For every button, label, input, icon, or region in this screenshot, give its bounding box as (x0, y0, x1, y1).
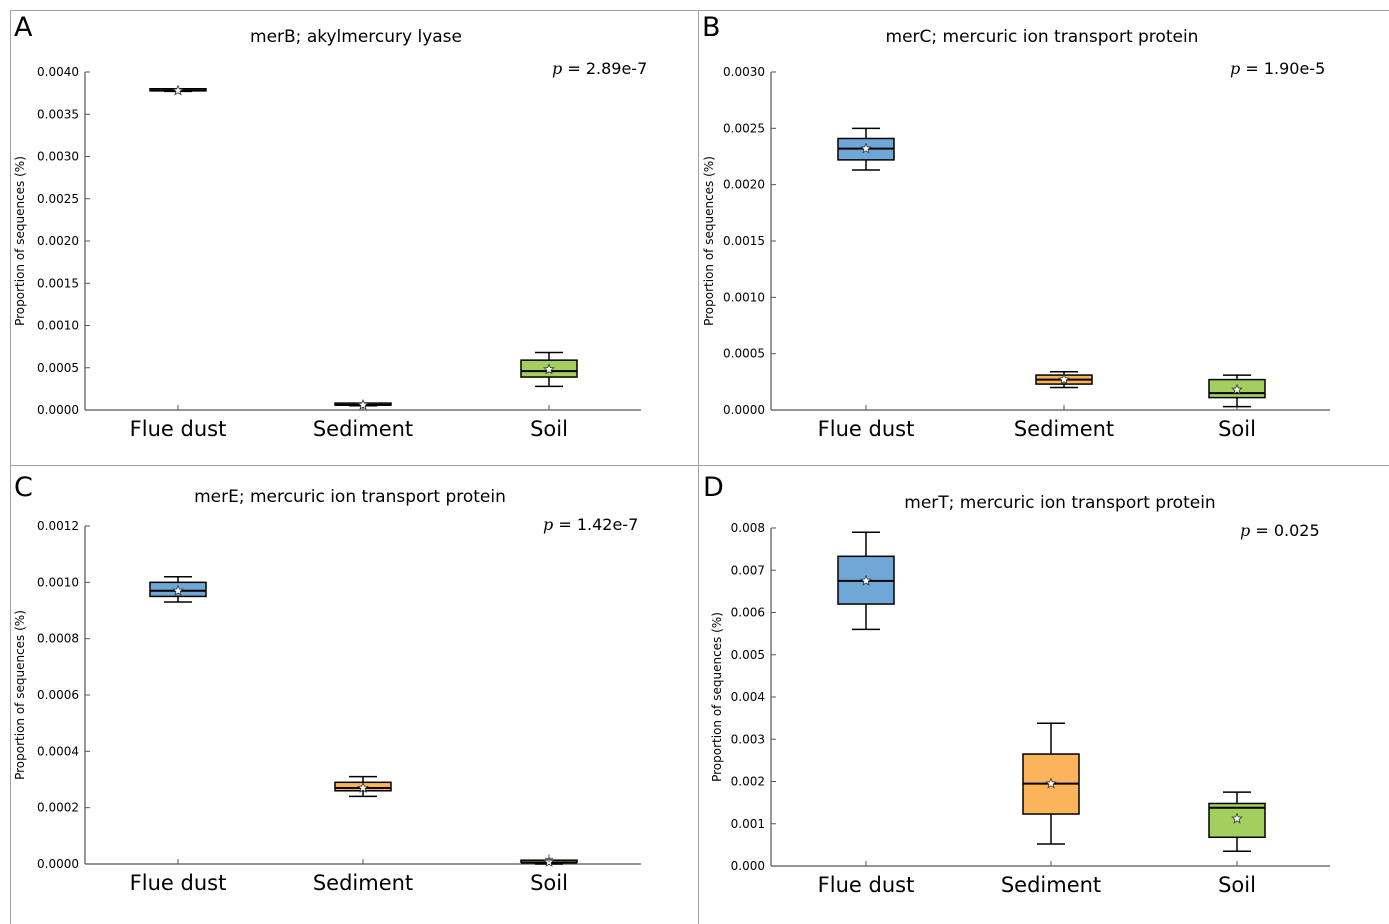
y-tick-label: 0.003 (731, 732, 765, 746)
x-category-label: Sediment (1001, 873, 1101, 897)
x-category-label: Sediment (1014, 417, 1114, 441)
y-tick-label: 0.0040 (37, 65, 79, 79)
chart-title: merE; mercuric ion transport protein (194, 487, 506, 507)
panel-letter: C (14, 472, 33, 503)
y-axis-label: Proportion of sequences (%) (13, 610, 27, 780)
y-tick-label: 0.0025 (37, 192, 79, 206)
y-tick-label: 0.0015 (723, 234, 765, 248)
x-category-label: Soil (1218, 873, 1256, 897)
mean-marker (1231, 383, 1243, 395)
y-tick-label: 0.005 (731, 648, 765, 662)
x-category-label: Flue dust (818, 873, 915, 897)
panel-letter: D (703, 472, 724, 503)
y-tick-label: 0.0030 (723, 65, 765, 79)
y-tick-label: 0.0000 (37, 857, 79, 871)
chart-title: merB; akylmercury lyase (250, 27, 462, 47)
p-value-annotation: p = 1.90e-5 (1230, 59, 1325, 78)
frame-divider-vertical (698, 10, 699, 924)
y-tick-label: 0.006 (731, 606, 765, 620)
p-value-annotation: p = 1.42e-7 (543, 515, 638, 534)
mean-marker (1045, 777, 1057, 789)
y-tick-label: 0.0004 (37, 744, 79, 758)
mean-marker (357, 398, 369, 410)
y-axis-label: Proportion of sequences (%) (710, 612, 724, 782)
y-tick-label: 0.0010 (723, 290, 765, 304)
mean-marker (543, 363, 555, 375)
panel-letter: A (14, 12, 33, 43)
y-tick-label: 0.0002 (37, 801, 79, 815)
y-tick-label: 0.008 (731, 521, 765, 535)
y-tick-label: 0.0010 (37, 575, 79, 589)
x-category-label: Flue dust (130, 871, 227, 895)
x-category-label: Soil (530, 871, 568, 895)
y-tick-label: 0.0005 (723, 347, 765, 361)
y-tick-label: 0.0000 (37, 403, 79, 417)
p-label: p (543, 515, 553, 534)
mean-marker (172, 84, 184, 96)
x-category-label: Soil (530, 417, 568, 441)
chart-title: merT; mercuric ion transport protein (904, 493, 1215, 513)
y-tick-label: 0.0015 (37, 276, 79, 290)
frame-border-left (10, 10, 11, 924)
p-value: = 1.42e-7 (553, 515, 638, 534)
y-tick-label: 0.007 (731, 563, 765, 577)
p-value-annotation: p = 0.025 (1240, 521, 1320, 540)
y-tick-label: 0.0006 (37, 688, 79, 702)
y-tick-label: 0.0000 (723, 403, 765, 417)
p-label: p (1230, 59, 1240, 78)
y-tick-label: 0.0020 (37, 234, 79, 248)
panel-letter: B (702, 12, 721, 43)
p-value: = 1.90e-5 (1240, 59, 1325, 78)
mean-marker (1058, 373, 1070, 385)
p-label: p (1240, 521, 1250, 540)
y-tick-label: 0.000 (731, 859, 765, 873)
p-value: = 0.025 (1250, 521, 1319, 540)
x-category-label: Soil (1218, 417, 1256, 441)
y-axis-label: Proportion of sequences (%) (13, 156, 27, 326)
y-tick-label: 0.0020 (723, 178, 765, 192)
y-tick-label: 0.0005 (37, 361, 79, 375)
y-axis-label: Proportion of sequences (%) (702, 156, 716, 326)
y-tick-label: 0.0008 (37, 632, 79, 646)
mean-marker (1231, 812, 1243, 824)
y-tick-label: 0.002 (731, 775, 765, 789)
y-tick-label: 0.001 (731, 817, 765, 831)
x-category-label: Flue dust (130, 417, 227, 441)
p-label: p (552, 59, 562, 78)
mean-marker (860, 142, 872, 154)
y-tick-label: 0.0030 (37, 150, 79, 164)
mean-marker (172, 584, 184, 596)
x-category-label: Sediment (313, 417, 413, 441)
frame-divider-horizontal (10, 465, 1389, 466)
y-tick-label: 0.004 (731, 690, 765, 704)
chart-title: merC; mercuric ion transport protein (886, 27, 1199, 47)
y-tick-label: 0.0025 (723, 121, 765, 135)
mean-marker (357, 781, 369, 793)
x-category-label: Flue dust (818, 417, 915, 441)
y-tick-label: 0.0010 (37, 319, 79, 333)
y-tick-label: 0.0035 (37, 107, 79, 121)
x-category-label: Sediment (313, 871, 413, 895)
mean-marker (860, 574, 872, 586)
frame-border-top (10, 10, 1389, 11)
p-value: = 2.89e-7 (562, 59, 647, 78)
y-tick-label: 0.0012 (37, 519, 79, 533)
p-value-annotation: p = 2.89e-7 (552, 59, 647, 78)
